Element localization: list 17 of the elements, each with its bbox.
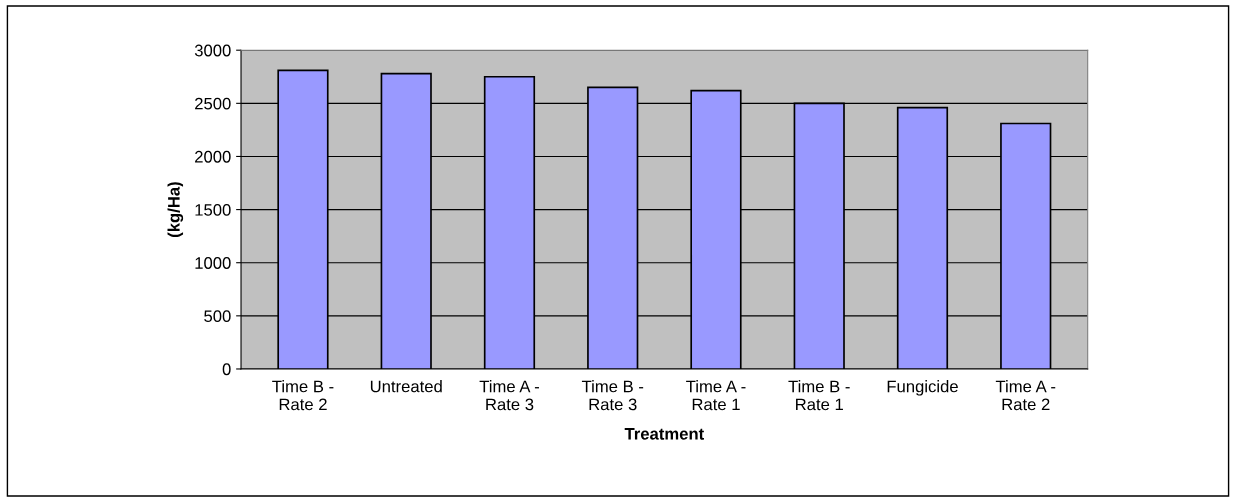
- x-tick-label: Time A - Rate 1: [686, 380, 746, 411]
- x-tick-label: Untreated: [370, 380, 442, 393]
- y-axis-title: (kg/Ha): [167, 182, 184, 237]
- x-axis-title: Treatment: [624, 428, 704, 440]
- x-tick-label: Time B - Rate 2: [272, 380, 334, 411]
- x-tick-label: Time A - Rate 2: [995, 380, 1056, 411]
- x-tick-label: Time B - Rate 1: [788, 380, 850, 411]
- x-tick-label: Time B - Rate 3: [581, 380, 644, 411]
- y-tick-label: 500: [204, 310, 231, 323]
- y-tick-label: 0: [222, 363, 231, 376]
- x-tick-label: Fungicide: [887, 380, 958, 396]
- y-tick-label: 2000: [195, 150, 231, 163]
- y-tick-label: 1000: [195, 257, 231, 269]
- y-tick-label: 3000: [194, 44, 231, 57]
- y-tick-label: 1500: [195, 203, 231, 216]
- x-tick-label: Time A - Rate 3: [479, 380, 539, 411]
- y-tick-label: 2500: [195, 97, 231, 110]
